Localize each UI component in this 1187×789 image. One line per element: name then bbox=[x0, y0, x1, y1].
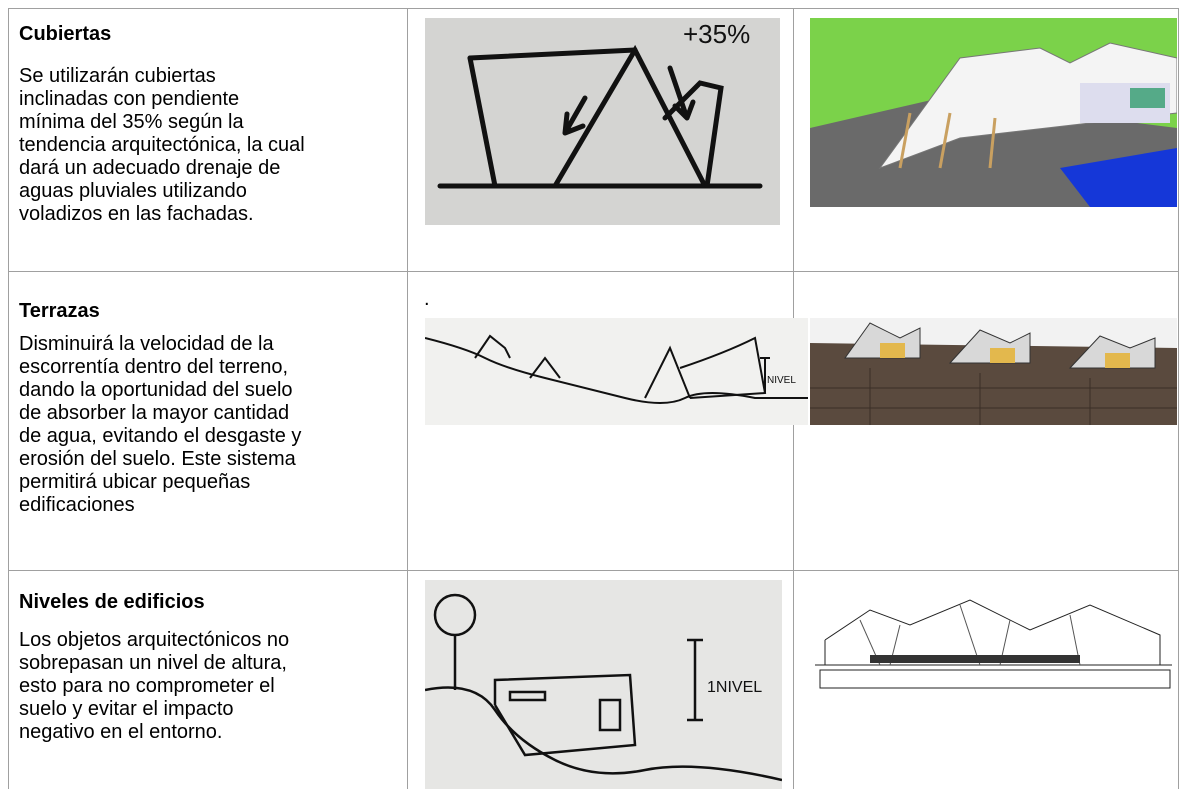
text-line: de agua, evitando el desgaste y bbox=[19, 425, 302, 447]
text-line: esto para no comprometer el bbox=[19, 675, 275, 697]
row-title: Cubiertas bbox=[19, 23, 112, 45]
border bbox=[1178, 8, 1179, 789]
border bbox=[8, 8, 1179, 9]
render-roof bbox=[810, 18, 1177, 207]
text-line: Los objetos arquitectónicos no bbox=[19, 629, 290, 651]
text-line: voladizos en las fachadas. bbox=[19, 203, 254, 225]
text-line: aguas pluviales utilizando bbox=[19, 180, 247, 202]
text-line: suelo y evitar el impacto bbox=[19, 698, 234, 720]
row-text: Disminuirá la velocidad de la escorrentía… bbox=[19, 333, 301, 517]
border bbox=[8, 8, 9, 789]
text-line: de absorber la mayor cantidad bbox=[19, 402, 290, 424]
text-line: permitirá ubicar pequeñas bbox=[19, 471, 251, 493]
text-line: inclinadas con pendiente bbox=[19, 88, 240, 110]
text-line: Se utilizarán cubiertas bbox=[19, 65, 216, 87]
text-line: Disminuirá la velocidad de la bbox=[19, 333, 274, 355]
text-line: negativo en el entorno. bbox=[19, 721, 223, 743]
text-line: edificaciones bbox=[19, 494, 135, 516]
sketch-label: +35% bbox=[683, 19, 750, 49]
border bbox=[8, 271, 1179, 272]
border bbox=[8, 570, 1179, 571]
sketch-label: NIVEL bbox=[767, 375, 796, 386]
render-terraces bbox=[810, 318, 1177, 425]
text-line: sobrepasan un nivel de altura, bbox=[19, 652, 287, 674]
text-line: dará un adecuado drenaje de bbox=[19, 157, 281, 179]
row-title: Niveles de edificios bbox=[19, 591, 205, 613]
text-line: dando la oportunidad del suelo bbox=[19, 379, 293, 401]
row-text: Los objetos arquitectónicos no sobrepasan… bbox=[19, 629, 289, 744]
stray-mark: . bbox=[424, 288, 430, 310]
sketch-levels: 1NIVEL bbox=[425, 580, 782, 789]
render-levels bbox=[810, 580, 1177, 700]
row-title: Terrazas bbox=[19, 300, 100, 322]
text-line: escorrentía dentro del terreno, bbox=[19, 356, 289, 378]
text-line: mínima del 35% según la bbox=[19, 111, 244, 133]
sketch-terraces: NIVEL bbox=[425, 318, 808, 425]
text-line: tendencia arquitectónica, la cual bbox=[19, 134, 305, 156]
sketch-label: 1NIVEL bbox=[707, 679, 762, 696]
text-line: erosión del suelo. Este sistema bbox=[19, 448, 296, 470]
row-text: Se utilizarán cubiertas inclinadas con pe… bbox=[19, 65, 305, 226]
sketch-roof: +35% bbox=[425, 18, 780, 225]
border bbox=[407, 8, 408, 789]
